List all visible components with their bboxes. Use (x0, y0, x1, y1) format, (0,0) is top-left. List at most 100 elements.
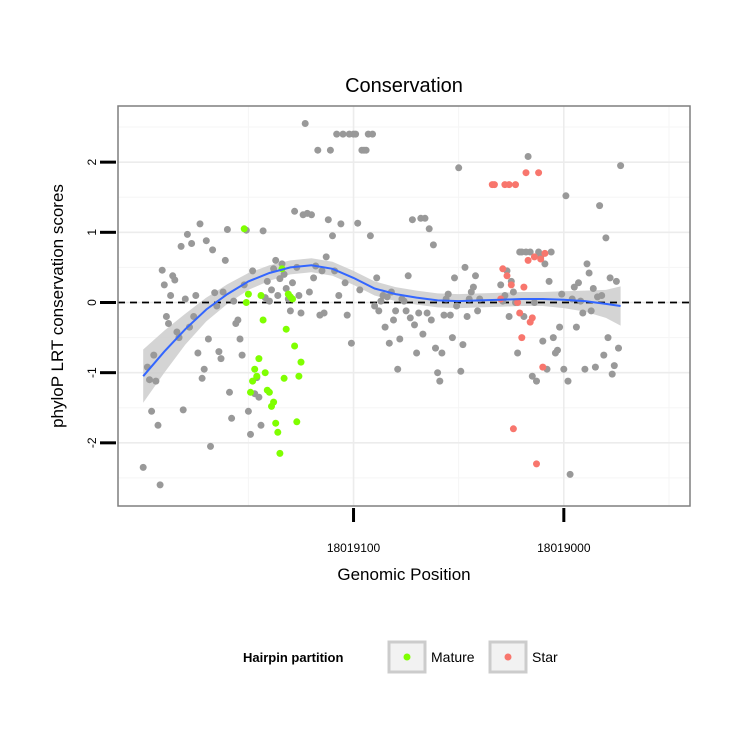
data-point-other (541, 260, 549, 268)
data-point-other (305, 288, 313, 296)
data-point-other (615, 344, 622, 352)
confidence-band (143, 258, 621, 403)
data-point-star (503, 272, 511, 280)
data-point-other (167, 292, 175, 299)
data-point-other (392, 307, 400, 315)
y-axis-title: phyloP LRT conservation scores (48, 184, 67, 428)
data-point-other (324, 216, 332, 224)
data-point-other (263, 277, 271, 285)
data-point-star (518, 334, 526, 342)
data-point-other (156, 481, 164, 489)
data-point-other (581, 365, 589, 373)
data-point-other (265, 297, 273, 305)
data-point-other (411, 321, 418, 329)
data-point-other (406, 314, 414, 322)
y-tick-label: 1 (85, 229, 99, 236)
data-point-other (341, 279, 349, 287)
data-point-other (223, 226, 231, 233)
data-point-other (472, 272, 479, 280)
data-point-mature (251, 365, 259, 373)
data-point-other (217, 355, 225, 363)
data-point-other (469, 283, 477, 291)
data-point-other (596, 202, 604, 210)
data-point-star (533, 460, 540, 468)
data-point-other (337, 220, 345, 228)
data-point-star (522, 169, 530, 177)
data-point-other (186, 323, 193, 331)
data-point-other (390, 316, 397, 324)
data-point-other (554, 346, 561, 354)
data-point-star (514, 299, 522, 306)
data-point-other (539, 337, 547, 345)
data-point-other (335, 292, 343, 299)
x-axis-title: Genomic Position (337, 565, 470, 584)
data-point-other (150, 351, 158, 359)
data-point-star (537, 255, 545, 263)
data-point-other (438, 349, 446, 357)
data-point-other (268, 286, 275, 294)
data-point-other (211, 289, 219, 297)
data-point-other (352, 130, 360, 138)
data-point-other (432, 344, 439, 352)
data-point-other (308, 211, 315, 219)
data-point-other (295, 292, 303, 299)
data-point-other (413, 349, 421, 357)
data-point-other (385, 339, 393, 347)
data-point-other (146, 376, 153, 384)
data-point-other (505, 313, 513, 320)
data-point-star (539, 363, 547, 371)
data-point-other (528, 372, 536, 380)
data-point-other (572, 323, 580, 331)
data-point-other (373, 274, 381, 282)
data-point-other (339, 130, 347, 138)
data-point-other (396, 335, 404, 343)
x-axis: 18019100 18019000 (327, 508, 591, 555)
data-point-other (219, 288, 227, 296)
data-point-other (333, 130, 341, 138)
data-point-other (530, 299, 538, 306)
data-point-other (591, 363, 599, 371)
data-point-other (444, 290, 452, 298)
data-point-other (602, 234, 610, 242)
data-point-star (541, 249, 549, 257)
legend-label-mature: Mature (431, 649, 475, 665)
data-point-mature (253, 372, 261, 380)
data-point-other (278, 260, 286, 268)
data-point-mature (293, 418, 301, 426)
data-point-other (474, 307, 482, 315)
data-point-other (362, 146, 370, 154)
data-point-other (566, 470, 574, 478)
data-point-other (377, 297, 385, 305)
data-point-other (329, 232, 336, 240)
legend-key-star (488, 640, 528, 674)
data-point-other (427, 316, 435, 324)
data-point-mature (240, 225, 248, 233)
y-axis: -2 -1 0 1 2 (85, 158, 116, 448)
data-point-mature (280, 374, 288, 382)
data-point-mature (272, 419, 280, 427)
data-point-other (375, 307, 383, 315)
data-point-other (318, 267, 326, 275)
data-point-other (408, 216, 416, 224)
legend-dot-star (504, 653, 512, 661)
data-point-other (291, 207, 299, 215)
data-point-mature (247, 388, 254, 396)
data-point-mature (244, 290, 252, 298)
data-point-other (236, 335, 244, 343)
data-point-other (179, 406, 187, 414)
data-point-other (347, 339, 355, 347)
smooth-line (142, 264, 621, 377)
data-point-other (429, 241, 437, 249)
data-point-other (171, 276, 179, 284)
data-point-other (585, 269, 593, 277)
data-point-other (575, 279, 582, 287)
data-point-other (160, 281, 168, 289)
confidence-ribbon (143, 258, 621, 403)
y-tick-label: 2 (85, 158, 99, 165)
data-point-other (448, 334, 456, 342)
data-point-other (509, 288, 517, 296)
data-point-other (547, 248, 555, 256)
y-tick-label: -2 (85, 437, 99, 448)
data-point-other (257, 421, 265, 429)
data-point-mature (291, 342, 299, 350)
